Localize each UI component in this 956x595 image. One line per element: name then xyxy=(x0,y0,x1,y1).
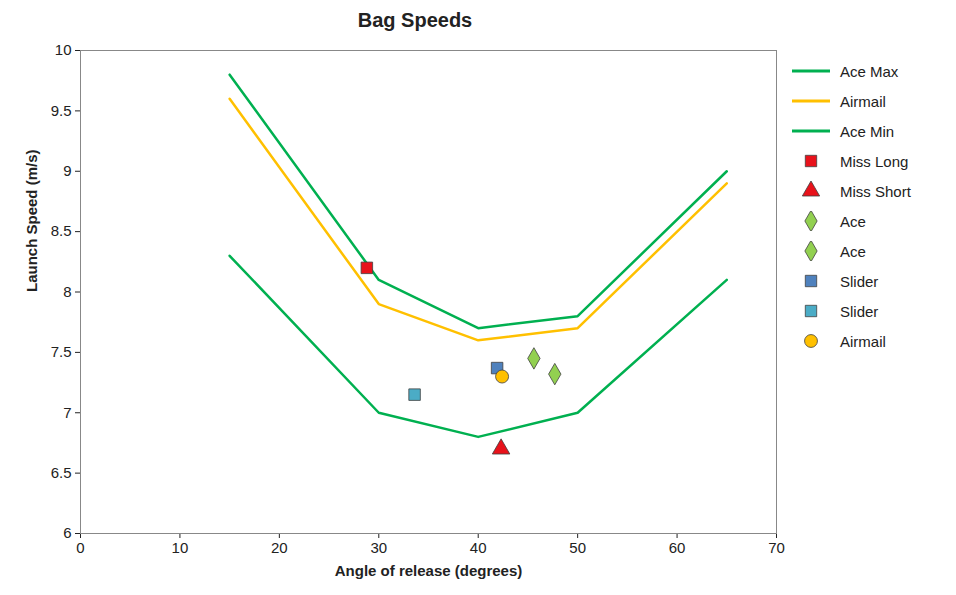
html-text:Miss Short: Miss Short xyxy=(840,182,911,200)
svg-text:8.5: 8.5 xyxy=(51,222,72,239)
html-text:Bag Speeds: Bag Speeds xyxy=(357,9,473,31)
html-text:Ace Max: Ace Max xyxy=(840,62,899,80)
html-text:Airmail: Airmail xyxy=(840,332,886,350)
html-text:Slider: Slider xyxy=(840,302,879,320)
svg-text:6.5: 6.5 xyxy=(51,464,72,481)
svg-text:6: 6 xyxy=(63,524,71,541)
html-text:Ace Min: Ace Min xyxy=(840,122,895,140)
html-text:Ace: Ace xyxy=(840,212,866,230)
html-text:Slider: Slider xyxy=(840,272,879,290)
svg-text:50: 50 xyxy=(569,539,586,556)
svg-text:Launch Speed (m/s): Launch Speed (m/s) xyxy=(23,149,40,292)
svg-text:70: 70 xyxy=(768,539,785,556)
svg-text:20: 20 xyxy=(271,539,288,556)
svg-text:7: 7 xyxy=(63,404,71,421)
svg-text:9.5: 9.5 xyxy=(51,102,72,119)
svg-text:7.5: 7.5 xyxy=(51,343,72,360)
svg-text:40: 40 xyxy=(470,539,487,556)
svg-text:9: 9 xyxy=(63,162,71,179)
svg-text:30: 30 xyxy=(370,539,387,556)
svg-text:60: 60 xyxy=(669,539,686,556)
svg-text:Angle of release (degrees): Angle of release (degrees) xyxy=(335,562,523,579)
svg-text:10: 10 xyxy=(55,41,72,58)
html-text:Airmail: Airmail xyxy=(840,92,886,110)
svg-text:0: 0 xyxy=(76,539,84,556)
svg-text:8: 8 xyxy=(63,283,71,300)
html-text:Ace: Ace xyxy=(840,242,866,260)
html-text:Miss Long: Miss Long xyxy=(840,152,909,170)
svg-text:10: 10 xyxy=(172,539,189,556)
